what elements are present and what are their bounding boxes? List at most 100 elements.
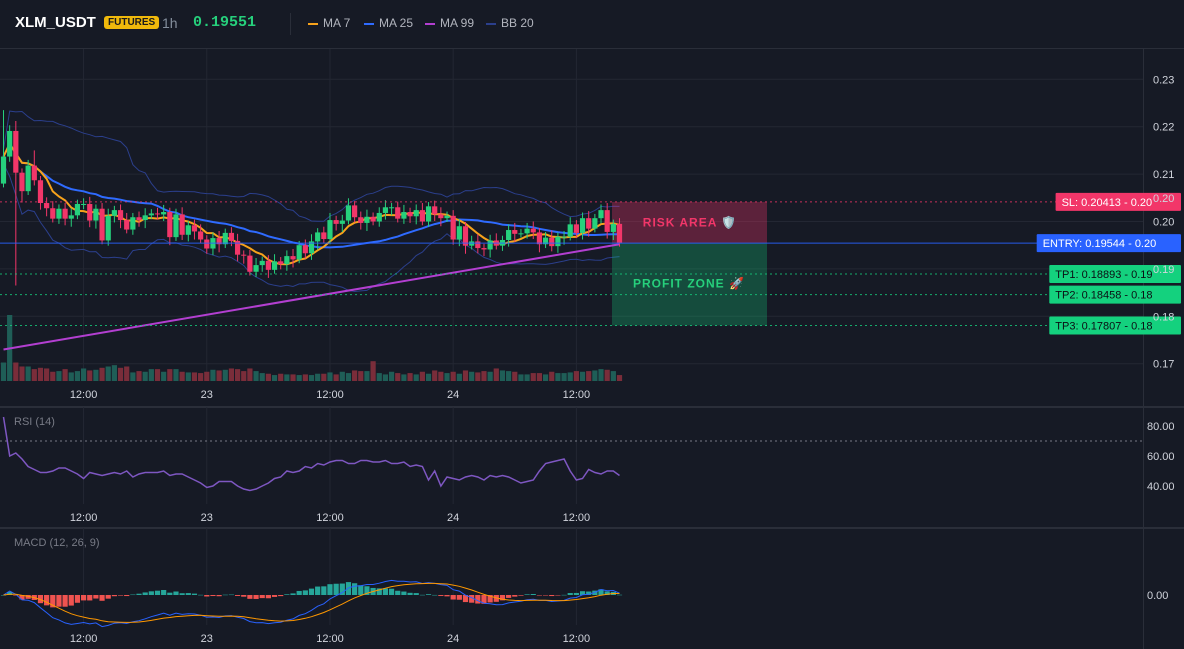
time-axis-tick: 12:00: [316, 389, 344, 401]
candle-body: [586, 218, 592, 229]
candle-body: [241, 254, 247, 256]
candle: [44, 197, 50, 217]
volume-bar: [31, 369, 37, 381]
candle: [315, 228, 321, 250]
macd-histogram-bar: [432, 594, 438, 596]
candle: [321, 226, 327, 243]
volume-bar: [555, 373, 561, 381]
tp1-price-tag: [1049, 264, 1181, 283]
macd-histogram-bar: [561, 594, 567, 596]
candle: [308, 234, 315, 260]
macd-histogram-bar: [450, 595, 456, 600]
candle-body: [179, 214, 185, 235]
candle: [555, 232, 561, 253]
timeframe-selector[interactable]: 1h: [162, 15, 178, 31]
legend-ma7[interactable]: MA 7: [308, 16, 350, 30]
volume-bar: [259, 373, 265, 381]
candle: [352, 201, 358, 223]
candle-body: [518, 233, 524, 235]
candle-body: [50, 208, 56, 219]
macd-histogram-bar: [148, 591, 154, 595]
candle: [407, 207, 413, 223]
macd-histogram-bar: [296, 590, 302, 595]
volume-bar: [352, 370, 358, 381]
risk-area-label: RISK AREA 🛡️: [643, 216, 737, 230]
candle: [579, 212, 586, 240]
volume-bar: [198, 373, 204, 381]
macd-histogram-bar: [105, 595, 111, 599]
macd-histogram-bar: [161, 590, 167, 595]
candle-body: [259, 260, 265, 266]
legend-bb20[interactable]: BB 20: [486, 16, 534, 30]
macd-histogram-bar: [290, 593, 296, 595]
header-divider: [290, 13, 291, 35]
macd-histogram-bar: [308, 588, 315, 595]
last-price: 0.19551: [193, 14, 257, 31]
volume-bar: [512, 371, 518, 381]
volume-bar: [173, 369, 179, 381]
candle-body: [401, 212, 407, 219]
macd-histogram-bar: [278, 595, 284, 597]
volume-bar: [117, 367, 124, 381]
candle-body: [321, 232, 327, 240]
volume-bar: [610, 371, 616, 381]
candle: [296, 240, 302, 264]
macd-axis-tick: 0.00: [1147, 590, 1168, 602]
volume-bar: [253, 371, 259, 381]
candle-body: [370, 216, 376, 222]
candle: [191, 219, 198, 240]
candle: [185, 221, 191, 242]
candle-body: [567, 224, 573, 237]
candle: [87, 196, 93, 228]
macd-histogram-bar: [549, 595, 555, 597]
volume-bar: [185, 372, 191, 381]
candle-body: [0, 156, 7, 184]
candle-body: [444, 215, 450, 219]
macd-histogram-bar: [234, 595, 241, 596]
candle: [376, 207, 382, 227]
volume-bar: [124, 366, 130, 381]
candle: [450, 210, 456, 245]
volume-bar: [247, 368, 253, 381]
candle-body: [142, 215, 148, 221]
candle-body: [185, 225, 191, 235]
candle-body: [549, 237, 555, 247]
macd-histogram-bar: [216, 595, 222, 597]
legend-ma99[interactable]: MA 99: [425, 16, 474, 30]
candle-body: [561, 236, 567, 238]
time-axis-tick: 24: [447, 512, 459, 524]
volume-bar: [425, 373, 432, 381]
candle-body: [56, 208, 62, 219]
macd-histogram-bar: [438, 595, 444, 596]
candle-body: [352, 205, 358, 218]
macd-histogram-bar: [130, 594, 136, 596]
volume-bar: [290, 374, 296, 381]
volume-bar: [493, 368, 499, 381]
candle: [481, 243, 487, 257]
volume-bar: [395, 373, 401, 381]
candle: [586, 211, 592, 237]
candle-body: [388, 207, 395, 209]
macd-histogram-bar: [419, 594, 425, 596]
macd-histogram-bar: [382, 588, 389, 595]
macd-histogram-bar: [210, 595, 216, 597]
volume-bar: [598, 369, 604, 381]
candle-body: [228, 232, 235, 241]
volume-bar: [481, 371, 487, 381]
volume-bar: [302, 374, 308, 381]
symbol-title[interactable]: XLM_USDT: [15, 14, 96, 31]
macd-histogram-bar: [0, 595, 7, 596]
macd-histogram-bar: [173, 591, 179, 595]
legend-ma25[interactable]: MA 25: [364, 16, 413, 30]
macd-histogram-bar: [327, 584, 333, 595]
volume-bar: [376, 373, 382, 381]
candle: [68, 208, 74, 227]
macd-histogram-bar: [191, 593, 198, 595]
candle-body: [161, 212, 167, 215]
candle-body: [74, 203, 81, 216]
macd-histogram-bar: [253, 595, 259, 599]
macd-histogram-bar: [19, 595, 25, 600]
macd-histogram-bar: [302, 590, 308, 595]
candle: [567, 217, 573, 241]
